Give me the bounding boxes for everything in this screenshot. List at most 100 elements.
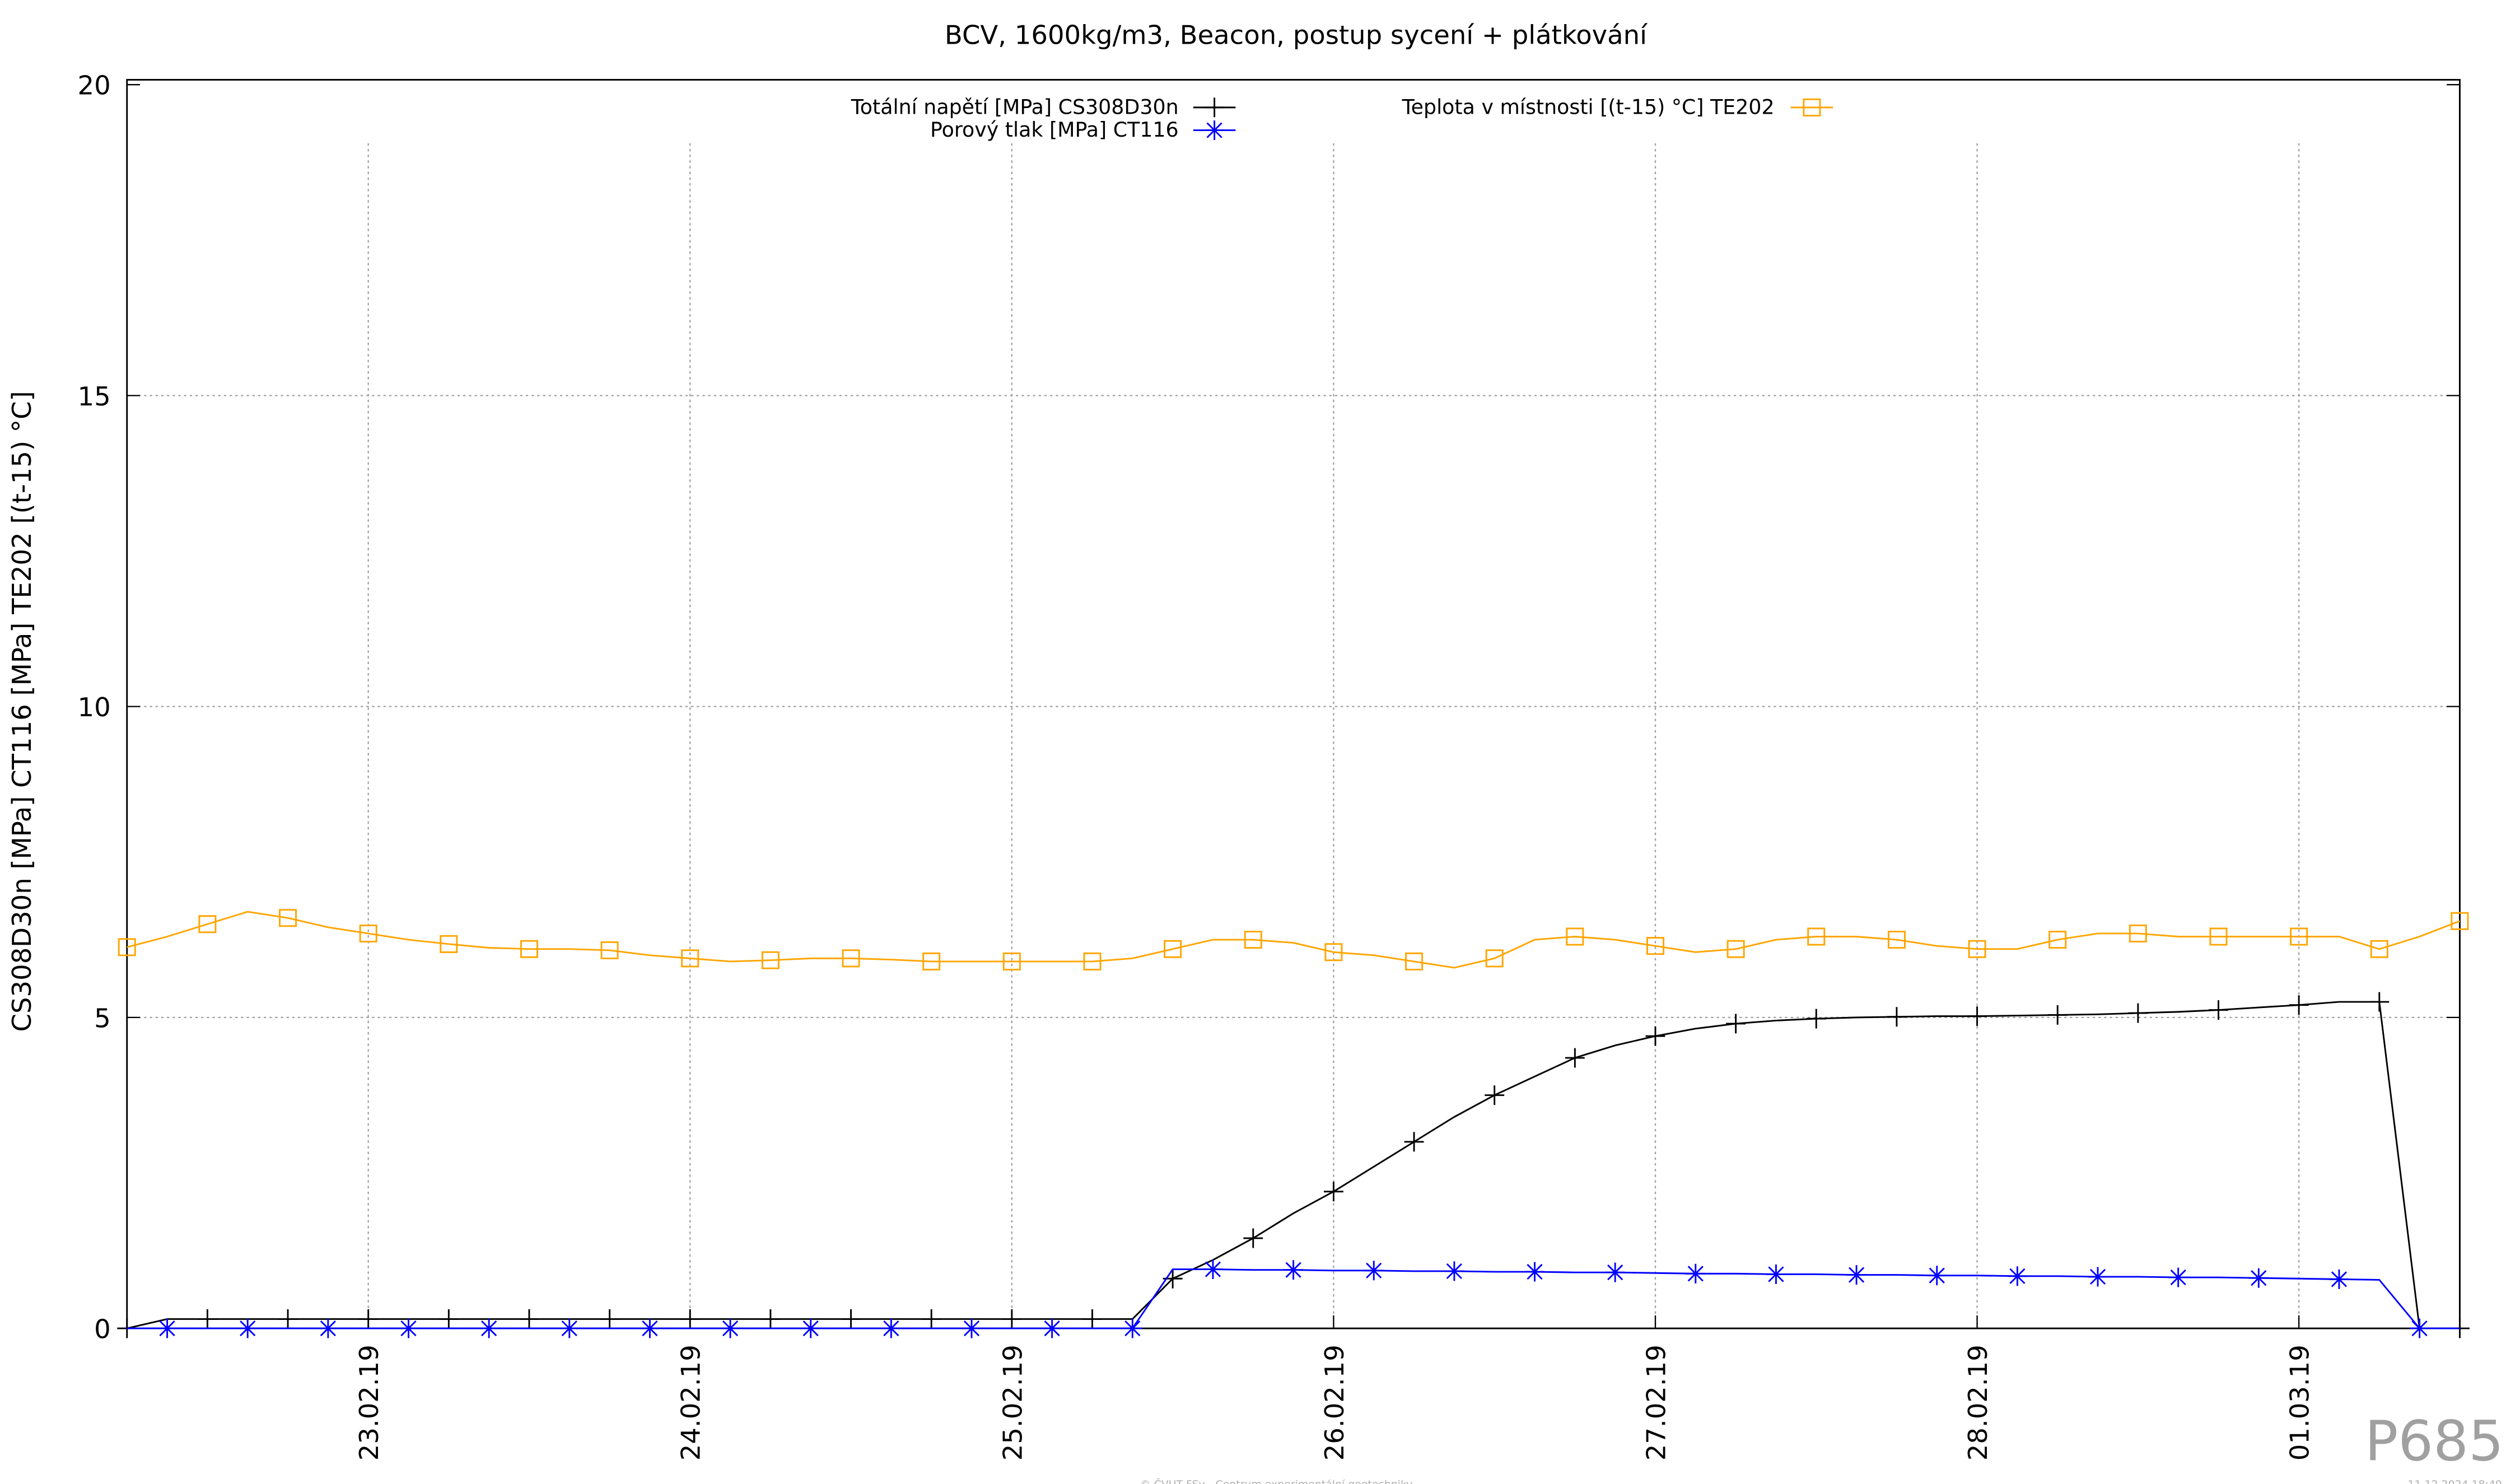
legend-marker: [1205, 97, 1225, 118]
data-marker: [1244, 931, 1262, 949]
footer: © ČVUT FSv - Centrum experimentální geot…: [1140, 1477, 1413, 1484]
data-marker: [1887, 1007, 1907, 1027]
data-marker: [922, 952, 941, 970]
data-marker: [1002, 952, 1021, 970]
data-marker: [197, 1309, 217, 1329]
data-marker: [318, 1318, 338, 1338]
data-marker: [157, 1318, 178, 1338]
x-tick-label: 23.02.19: [354, 1345, 384, 1460]
data-marker: [1646, 937, 1664, 955]
y-tick-label: 20: [78, 71, 111, 101]
data-marker: [1203, 1259, 1223, 1280]
data-marker: [1726, 1014, 1746, 1034]
data-marker: [2129, 924, 2147, 942]
data-marker: [1404, 1132, 1424, 1152]
data-marker: [640, 1318, 660, 1338]
data-marker: [842, 949, 860, 968]
data-marker: [1364, 1261, 1384, 1281]
data-marker: [2370, 940, 2388, 958]
data-marker: [1686, 1263, 1706, 1284]
data-marker: [1122, 1318, 1142, 1338]
data-marker: [1243, 1228, 1263, 1248]
data-marker: [1485, 949, 1504, 968]
data-marker: [2290, 927, 2308, 946]
data-marker: [1968, 940, 1986, 958]
data-marker: [2128, 1003, 2148, 1023]
data-marker: [2289, 995, 2309, 1015]
data-marker: [2168, 1267, 2188, 1287]
legend-marker: [1205, 120, 1225, 141]
data-marker: [1846, 1265, 1866, 1285]
data-marker: [881, 1318, 901, 1338]
data-marker: [1324, 943, 1343, 962]
data-marker: [279, 909, 297, 927]
data-marker: [600, 1309, 620, 1329]
data-marker: [1405, 952, 1424, 970]
x-tick-label: 01.03.19: [2285, 1345, 2315, 1460]
data-marker: [1887, 931, 1906, 949]
data-marker: [2088, 1267, 2108, 1287]
y-tick-label: 5: [94, 1003, 111, 1033]
data-marker: [1766, 1264, 1786, 1284]
data-marker: [198, 915, 217, 934]
data-marker: [2209, 927, 2228, 946]
data-marker: [118, 938, 136, 956]
data-marker: [1164, 940, 1182, 958]
data-marker: [1082, 1309, 1102, 1329]
data-marker: [1605, 1262, 1625, 1282]
data-marker: [479, 1318, 499, 1338]
x-tick-label: 24.02.19: [676, 1345, 706, 1460]
data-marker: [761, 951, 780, 969]
data-marker: [720, 1318, 740, 1338]
legend-label: Totální napětí [MPa] CS308D30n: [851, 95, 1179, 119]
series-line: [127, 1001, 2460, 1329]
y-axis-label: CS308D30n [MPa] CT116 [MPa] TE202 [(t-15…: [7, 391, 37, 1032]
x-tick-label: 27.02.19: [1641, 1345, 1671, 1460]
data-marker: [2329, 1269, 2349, 1289]
data-marker: [2369, 992, 2390, 1012]
data-marker: [278, 1309, 298, 1329]
data-marker: [2007, 1266, 2027, 1286]
y-tick-label: 15: [78, 381, 111, 412]
data-marker: [2248, 1268, 2269, 1288]
data-marker: [359, 924, 377, 942]
timestamp: 11.12.2024 18:49: [2408, 1478, 2502, 1484]
data-marker: [1806, 1009, 1826, 1029]
chart-title: BCV, 1600kg/m3, Beacon, postup sycení + …: [945, 20, 1648, 50]
data-marker: [1807, 927, 1826, 946]
legend-label: Teplota v místnosti [(t-15) °C] TE202: [1402, 95, 1775, 119]
data-marker: [1284, 1260, 1304, 1280]
data-marker: [519, 1309, 539, 1329]
data-marker: [358, 1309, 379, 1329]
data-marker: [1927, 1266, 1947, 1286]
data-marker: [1485, 1085, 1505, 1105]
x-tick-label: 25.02.19: [997, 1345, 1028, 1460]
data-marker: [1525, 1262, 1544, 1282]
data-marker: [681, 949, 699, 968]
legend-label: Porový tlak [MPa] CT116: [930, 118, 1179, 142]
data-marker: [1645, 1026, 1665, 1046]
data-marker: [1002, 1309, 1022, 1329]
legend-marker: [1803, 98, 1821, 116]
plot-frame: [126, 78, 2461, 1329]
y-tick-label: 0: [94, 1314, 111, 1345]
data-marker: [1042, 1318, 1062, 1338]
data-marker: [962, 1318, 982, 1338]
data-marker: [520, 940, 538, 958]
x-tick-label: 28.02.19: [1963, 1345, 1993, 1460]
data-marker: [760, 1309, 781, 1329]
data-marker: [2048, 931, 2067, 949]
data-marker: [1726, 940, 1745, 958]
data-marker: [2047, 1005, 2068, 1025]
data-marker: [600, 941, 619, 959]
data-marker: [1565, 1048, 1585, 1068]
data-marker: [680, 1309, 700, 1329]
data-marker: [1566, 927, 1584, 946]
series-line: [127, 911, 2460, 969]
data-marker: [1444, 1261, 1464, 1281]
data-marker: [399, 1318, 418, 1338]
data-marker: [841, 1309, 861, 1329]
data-marker: [438, 1309, 459, 1329]
